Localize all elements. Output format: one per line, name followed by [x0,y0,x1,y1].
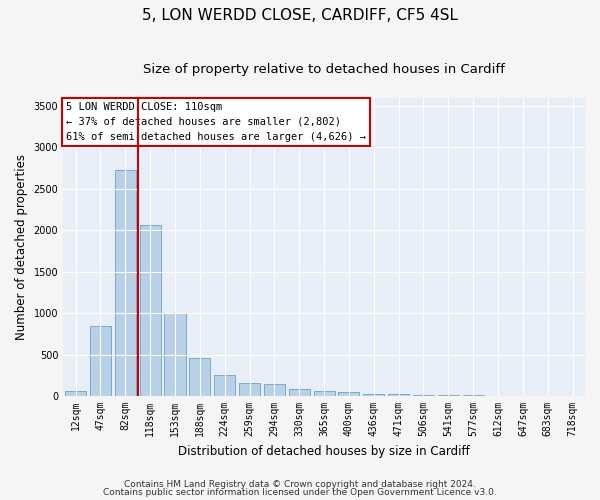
Bar [338,392,359,396]
Bar [115,170,136,396]
Bar [289,390,310,396]
Bar [164,312,185,396]
Bar [264,384,285,396]
Bar [239,383,260,396]
Text: 5, LON WERDD CLOSE, CARDIFF, CF5 4SL: 5, LON WERDD CLOSE, CARDIFF, CF5 4SL [142,8,458,22]
X-axis label: Distribution of detached houses by size in Cardiff: Distribution of detached houses by size … [178,444,470,458]
Y-axis label: Number of detached properties: Number of detached properties [15,154,28,340]
Bar [65,391,86,396]
Title: Size of property relative to detached houses in Cardiff: Size of property relative to detached ho… [143,62,505,76]
Bar [413,395,434,396]
Text: 5 LON WERDD CLOSE: 110sqm
← 37% of detached houses are smaller (2,802)
61% of se: 5 LON WERDD CLOSE: 110sqm ← 37% of detac… [66,102,366,142]
Bar [140,225,161,396]
Text: Contains public sector information licensed under the Open Government Licence v3: Contains public sector information licen… [103,488,497,497]
Text: Contains HM Land Registry data © Crown copyright and database right 2024.: Contains HM Land Registry data © Crown c… [124,480,476,489]
Bar [90,326,111,396]
Bar [388,394,409,396]
Bar [314,392,335,396]
Bar [214,376,235,396]
Bar [189,358,211,396]
Bar [438,395,459,396]
Bar [363,394,385,396]
